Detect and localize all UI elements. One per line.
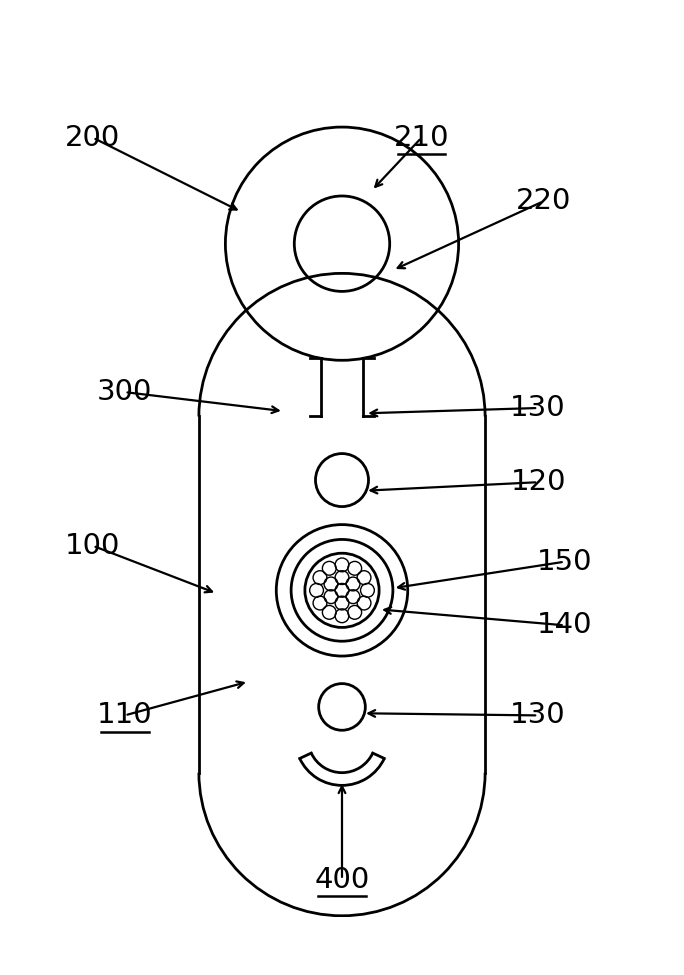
Text: 150: 150 bbox=[537, 548, 592, 575]
Text: 130: 130 bbox=[510, 701, 566, 729]
Text: 200: 200 bbox=[65, 124, 120, 152]
Text: 130: 130 bbox=[510, 394, 566, 422]
Text: 300: 300 bbox=[97, 378, 153, 407]
Text: 110: 110 bbox=[97, 701, 153, 729]
Text: 400: 400 bbox=[315, 866, 369, 894]
Text: 140: 140 bbox=[537, 611, 592, 640]
Text: 220: 220 bbox=[516, 187, 571, 215]
Text: 100: 100 bbox=[65, 531, 120, 560]
Text: 120: 120 bbox=[510, 468, 566, 496]
Text: 210: 210 bbox=[394, 124, 449, 152]
